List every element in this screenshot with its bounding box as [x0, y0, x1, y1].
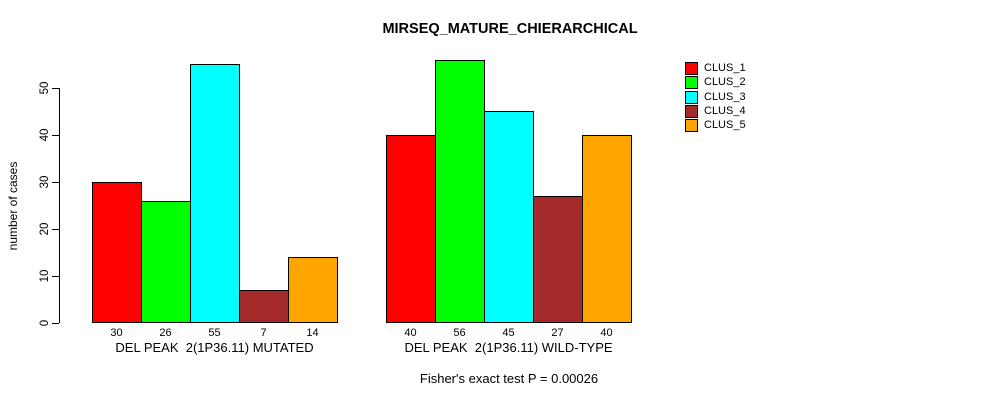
legend-row-clus_1: CLUS_1 — [685, 61, 746, 75]
bar-value-label: 14 — [306, 327, 319, 339]
y-tick-mark — [52, 323, 59, 324]
x-group-label: DEL PEAK 2(1P36.11) MUTATED — [115, 340, 314, 355]
bar-clus_2-group1 — [141, 201, 191, 323]
bar-value-label: 55 — [208, 327, 221, 339]
x-group-label: DEL PEAK 2(1P36.11) WILD-TYPE — [404, 340, 613, 355]
legend-label: CLUS_4 — [704, 104, 746, 117]
legend-swatch-icon — [685, 104, 698, 118]
legend-row-clus_5: CLUS_5 — [685, 118, 746, 132]
y-tick-label: 40 — [39, 128, 51, 142]
y-tick-label: 30 — [39, 175, 51, 189]
y-tick-mark — [52, 229, 59, 230]
y-tick-label: 20 — [39, 222, 51, 236]
bar-clus_3-group2 — [484, 111, 534, 323]
bar-clus_1-group2 — [386, 135, 436, 323]
legend-label: CLUS_2 — [704, 75, 746, 88]
y-tick-mark — [52, 88, 59, 89]
legend-label: CLUS_5 — [704, 118, 746, 131]
bar-value-label: 27 — [551, 327, 564, 339]
y-tick-mark — [52, 276, 59, 277]
y-tick-mark — [52, 182, 59, 183]
bar-value-label: 40 — [600, 327, 613, 339]
bar-clus_1-group1 — [92, 182, 142, 323]
bar-clus_2-group2 — [435, 60, 485, 323]
y-tick-label: 10 — [39, 269, 51, 283]
legend-row-clus_4: CLUS_4 — [685, 104, 746, 118]
bar-value-label: 26 — [159, 327, 172, 339]
legend-label: CLUS_1 — [704, 61, 746, 74]
legend-swatch-icon — [685, 118, 698, 132]
bar-value-label: 30 — [110, 327, 123, 339]
bar-clus_4-group2 — [533, 196, 583, 323]
legend-label: CLUS_3 — [704, 90, 746, 103]
bar-value-label: 56 — [453, 327, 466, 339]
y-tick-label: 0 — [39, 319, 51, 327]
bar-clus_3-group1 — [190, 64, 240, 323]
legend-swatch-icon — [685, 90, 698, 104]
bar-value-label: 45 — [502, 327, 515, 339]
y-axis-line — [59, 88, 60, 323]
bar-clus_4-group1 — [239, 290, 289, 323]
legend-row-clus_3: CLUS_3 — [685, 90, 746, 104]
bar-value-label: 40 — [404, 327, 417, 339]
y-tick-label: 50 — [39, 81, 51, 95]
legend-swatch-icon — [685, 75, 698, 89]
legend-row-clus_2: CLUS_2 — [685, 75, 746, 89]
bar-clus_5-group2 — [582, 135, 632, 323]
y-axis-label: number of cases — [6, 161, 20, 251]
legend-swatch-icon — [685, 61, 698, 75]
bar-value-label: 7 — [260, 327, 267, 339]
y-tick-mark — [52, 135, 59, 136]
chart-title: MIRSEQ_MATURE_CHIERARCHICAL — [382, 21, 638, 37]
bar-clus_5-group1 — [288, 257, 338, 323]
fisher-test-annotation: Fisher's exact test P = 0.00026 — [419, 371, 599, 386]
